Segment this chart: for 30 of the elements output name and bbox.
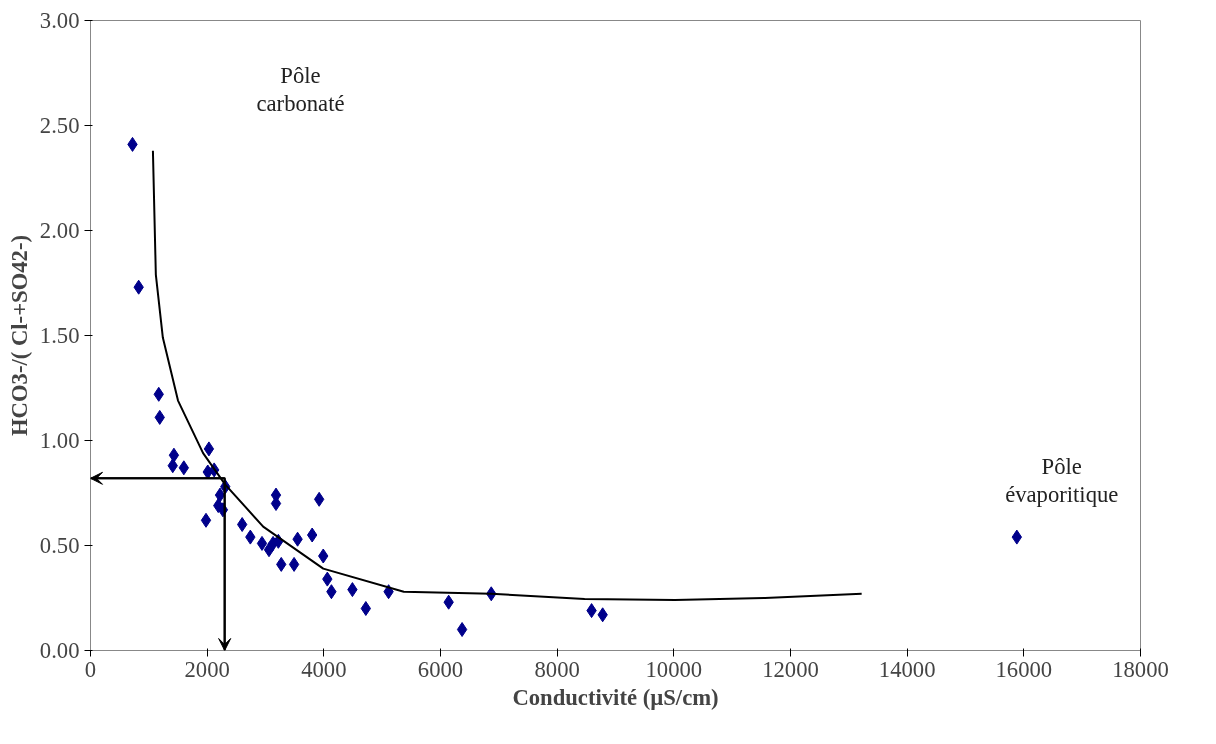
point <box>456 622 468 637</box>
point <box>360 601 371 616</box>
y-tick-label: 0.50 <box>39 533 80 558</box>
point <box>203 441 215 457</box>
point <box>168 447 180 463</box>
x-tick-label: 12000 <box>762 656 819 682</box>
y-tick-label: 0.00 <box>39 638 80 663</box>
y-tick-label: 2.50 <box>39 113 80 138</box>
point <box>200 512 212 528</box>
point <box>214 487 226 503</box>
x-tick-label: 16000 <box>995 656 1053 682</box>
y-tick-label: 1.00 <box>39 428 80 453</box>
x-axis-title: Conductivité (µS/cm) <box>512 684 719 710</box>
annotation: Pôle évaporitique <box>1005 453 1119 507</box>
y-tick-label: 3.00 <box>39 8 80 33</box>
point <box>237 517 248 532</box>
annotation: Pôle carbonaté <box>256 63 345 117</box>
x-tick-label: 4000 <box>301 656 347 682</box>
x-tick-label: 2000 <box>184 656 230 682</box>
x-tick-label: 8000 <box>534 656 580 682</box>
x-tick-label: 14000 <box>878 656 936 682</box>
x-tick-label: 10000 <box>645 656 703 682</box>
y-axis-title: HCO3-/( Cl-+SO42-) <box>6 234 32 437</box>
y-tick-label: 1.50 <box>39 323 80 348</box>
x-tick-label: 0 <box>84 656 97 682</box>
y-tick-label: 2.00 <box>39 218 80 243</box>
x-tick-label: 6000 <box>417 656 464 682</box>
point <box>256 535 268 551</box>
point <box>288 556 300 572</box>
x-tick-label: 18000 <box>1112 656 1169 682</box>
